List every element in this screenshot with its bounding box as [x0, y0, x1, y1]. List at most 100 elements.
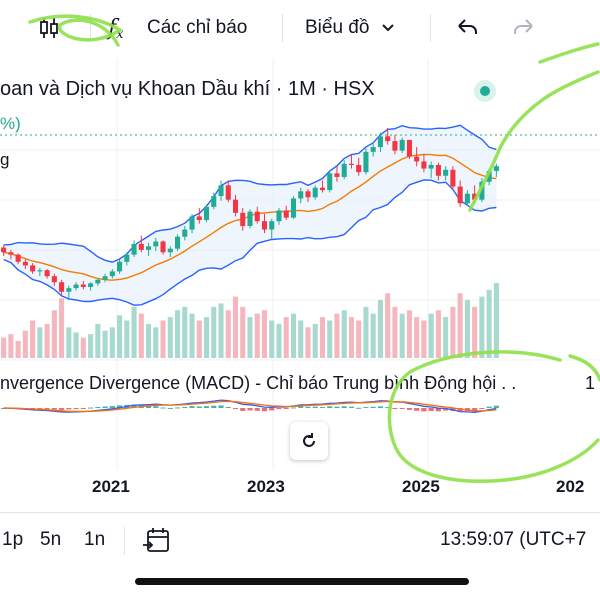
macd-histogram-bar: [102, 406, 108, 408]
candle-body: [428, 165, 434, 169]
macd-histogram-bar: [290, 407, 297, 409]
volume-bar: [240, 306, 246, 358]
chart-type-button[interactable]: Biểu đồ: [305, 12, 395, 44]
volume-bar: [428, 313, 434, 358]
volume-bar: [290, 313, 297, 358]
candle-body: [95, 279, 101, 284]
macd-histogram-bar: [167, 407, 173, 409]
volume-bar: [182, 306, 188, 358]
candle-body: [385, 136, 391, 142]
volume-bar: [109, 327, 115, 358]
candle-body: [240, 212, 246, 226]
macd-histogram-bar: [232, 408, 239, 410]
candle-body: [203, 206, 210, 220]
volume-bar: [196, 320, 202, 358]
candle-body: [15, 254, 21, 262]
macd-histogram-bar: [261, 408, 268, 412]
macd-histogram-bar: [370, 406, 376, 408]
macd-histogram-bar: [211, 405, 217, 408]
candle-body: [290, 198, 297, 218]
candle-body: [399, 139, 405, 151]
bollinger-upper-line: [3, 124, 497, 263]
range-button[interactable]: 1n: [84, 529, 106, 550]
macd-histogram-bar: [334, 406, 340, 408]
candle-body: [312, 187, 318, 198]
candle-body: [138, 243, 144, 250]
candles-icon[interactable]: [36, 12, 62, 44]
range-button[interactable]: 5n: [40, 529, 62, 550]
bollinger-lower-line: [3, 179, 497, 306]
macd-histogram-bar: [421, 408, 427, 412]
indicators-button[interactable]: Các chỉ báo: [147, 17, 248, 38]
symbol-title[interactable]: oan và Dịch vụ Khoan Dầu khí · 1M · HSX: [0, 78, 375, 100]
macd-histogram-bar: [283, 408, 289, 409]
macd-histogram-bar: [414, 408, 420, 411]
macd-histogram-bar: [240, 408, 246, 411]
macd-histogram-bar: [109, 406, 115, 408]
macd-histogram-bar: [66, 408, 72, 410]
candle-body: [160, 241, 166, 253]
market-status-icon[interactable]: [474, 80, 496, 102]
candle-body: [457, 186, 463, 204]
volume-bar: [486, 289, 492, 358]
candle-body: [8, 252, 14, 255]
candle-body: [334, 173, 340, 177]
home-indicator: [135, 578, 469, 585]
candle-body: [153, 241, 159, 247]
volume-bar: [254, 313, 260, 358]
volume-bar: [124, 320, 130, 358]
volume-bar: [319, 317, 325, 358]
volume-bar: [73, 332, 79, 358]
macd-histogram-bar: [153, 406, 159, 408]
volume-bar: [464, 300, 470, 358]
candle-body: [37, 270, 43, 272]
volume-bar: [44, 323, 50, 358]
candle-body: [443, 169, 449, 176]
volume-bar: [146, 323, 152, 358]
volume-bar: [232, 296, 239, 358]
candle-body: [421, 161, 427, 169]
reset-chart-button[interactable]: [290, 422, 328, 460]
volume-bar: [334, 313, 340, 358]
volume-bar: [479, 296, 485, 358]
macd-histogram-bar: [51, 408, 57, 410]
macd-histogram-bar: [486, 406, 492, 408]
candle-body: [131, 243, 137, 255]
volume-bar: [312, 323, 318, 358]
range-button[interactable]: 1p: [2, 529, 24, 550]
candle-body: [276, 210, 282, 222]
candle-body: [51, 276, 57, 283]
candle-body: [232, 199, 239, 213]
candle-body: [464, 193, 470, 204]
macd-histogram-bar: [88, 407, 94, 409]
volume-bar: [363, 306, 369, 358]
volume-bar: [22, 330, 28, 358]
macd-histogram-bar: [117, 405, 123, 408]
volume-bar: [399, 313, 405, 358]
candle-body: [392, 141, 398, 151]
candle-body: [283, 210, 289, 218]
candle-body: [348, 163, 354, 165]
macd-histogram-bar: [254, 408, 260, 411]
price-chart[interactable]: [0, 58, 600, 508]
candle-body: [211, 196, 217, 207]
macd-value-fragment: 1: [585, 373, 596, 393]
candle-body: [88, 283, 94, 287]
candle-body: [472, 193, 478, 200]
candle-body: [305, 191, 311, 198]
macd-histogram-bar: [203, 406, 210, 408]
macd-histogram-bar: [37, 408, 43, 410]
macd-indicator-label[interactable]: nvergence Divergence (MACD) - Chỉ báo Tr…: [0, 373, 517, 393]
macd-histogram-bar: [305, 406, 311, 408]
redo-icon[interactable]: [512, 12, 536, 44]
volume-bar: [51, 310, 57, 358]
date-range-icon[interactable]: [142, 527, 172, 561]
macd-histogram-bar: [80, 408, 86, 409]
change-percent-fragment: %): [0, 114, 21, 133]
undo-icon[interactable]: [455, 12, 479, 44]
x-axis-tick: 2023: [247, 477, 285, 496]
clock-timezone[interactable]: 13:59:07 (UTC+7: [440, 529, 587, 550]
volume-bar: [370, 313, 376, 358]
volume-bar: [298, 320, 304, 358]
